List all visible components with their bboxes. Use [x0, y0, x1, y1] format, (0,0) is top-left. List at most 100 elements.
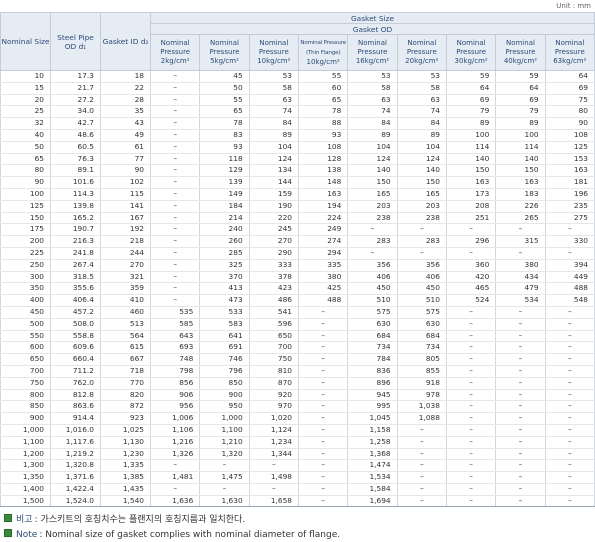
table-cell: 350: [0, 282, 51, 296]
table-cell: 80: [0, 164, 51, 178]
table-cell: 488: [544, 282, 595, 296]
table-cell: 53: [248, 70, 299, 83]
table-cell: 541: [248, 306, 299, 319]
table-cell: 434: [495, 271, 546, 284]
table-cell: 128: [297, 153, 349, 166]
table-cell: –: [445, 389, 497, 402]
table-row: 100 114.3 115–149 159 163 165 165 173 183 196: [0, 188, 595, 201]
table-cell: 820: [100, 389, 151, 402]
table-cell: 61: [100, 141, 151, 154]
table-cell: –: [544, 471, 595, 484]
table-cell: 69: [445, 94, 497, 107]
table-cell: 108: [297, 141, 349, 154]
table-cell: 140: [396, 164, 447, 178]
table-cell: 290: [248, 247, 299, 260]
table-cell: 918: [396, 377, 447, 390]
table-cell: –: [297, 306, 349, 319]
table-cell: 1,475: [199, 471, 250, 484]
table-cell: –: [149, 105, 201, 119]
table-cell: 770: [100, 377, 151, 390]
header-label: Nominal Pressure: [357, 39, 388, 56]
table-cell: 100: [445, 129, 497, 142]
table-cell: 190: [248, 200, 299, 213]
table-row: 900 914.4 923 1,006 1,000 1,020–1,045 1,088– – –: [0, 412, 595, 425]
table-cell: –: [347, 247, 398, 260]
table-cell: –: [297, 330, 349, 343]
header-unit: 20kg/cm²: [405, 57, 439, 65]
table-cell: 102: [100, 176, 151, 189]
table-cell: 163: [297, 188, 349, 201]
table-cell: 21.7: [50, 82, 101, 95]
table-cell: 165.2: [50, 212, 101, 225]
table-cell: 660.4: [50, 353, 101, 366]
table-cell: 800: [0, 389, 51, 402]
table-cell: 1,534: [347, 471, 398, 484]
table-cell: 850: [0, 400, 51, 414]
table-row: 400 406.4 410–473 486 488 510 510 524 534 548: [0, 294, 595, 307]
table-cell: –: [396, 247, 447, 260]
notes: 비고: 가스키트의 호칭치수는 플랜지의 호칭지름과 일치한다. Note: No…: [0, 513, 595, 542]
table-cell: 356: [396, 259, 447, 272]
table-cell: 734: [347, 341, 398, 355]
table-cell: 550: [0, 330, 51, 343]
table-cell: 300: [0, 271, 51, 284]
table-cell: 200: [0, 235, 51, 248]
table-cell: 294: [297, 247, 349, 260]
table-cell: 978: [396, 389, 447, 402]
table-cell: –: [396, 483, 447, 496]
table-cell: 190.7: [50, 223, 101, 237]
table-cell: 1,100: [0, 436, 51, 449]
table-cell: –: [149, 164, 201, 178]
table-cell: 508.0: [50, 318, 101, 331]
table-cell: 856: [149, 377, 201, 390]
table-cell: 1,258: [347, 436, 398, 449]
table-cell: 535: [149, 306, 201, 319]
table-cell: 870: [248, 377, 299, 390]
table-cell: 718: [100, 365, 151, 378]
table-cell: 406: [347, 271, 398, 284]
table-cell: 63: [347, 94, 398, 107]
table-cell: –: [445, 318, 497, 331]
table-cell: –: [445, 341, 497, 355]
table-cell: –: [149, 70, 201, 83]
column-header: Nominal Pressure 63kg/cm²: [544, 34, 595, 71]
table-cell: 585: [149, 318, 201, 331]
group-header: Gasket Size: [150, 12, 595, 24]
table-cell: 486: [248, 294, 299, 307]
table-cell: 356: [347, 259, 398, 272]
table-cell: 1,335: [100, 459, 151, 473]
table-cell: 380: [297, 271, 349, 284]
table-cell: –: [544, 483, 595, 496]
table-cell: 872: [100, 400, 151, 414]
table-row: 175 190.7 192–240 245 249– – – – –: [0, 223, 595, 237]
table-cell: 74: [248, 105, 299, 119]
table-cell: 84: [396, 117, 447, 130]
column-header: Steel Pipe OD d₁: [50, 12, 101, 71]
table-cell: 55: [199, 94, 250, 107]
table-cell: 163: [445, 176, 497, 189]
table-cell: 104: [347, 141, 398, 154]
table-cell: –: [396, 495, 447, 508]
table-cell: 140: [347, 164, 398, 178]
table-cell: 84: [248, 117, 299, 130]
table-cell: –: [297, 341, 349, 355]
table-cell: –: [248, 459, 299, 473]
table-cell: 83: [199, 129, 250, 142]
table-cell: 1,658: [248, 495, 299, 508]
table-cell: 104: [396, 141, 447, 154]
table-cell: 114: [445, 141, 497, 154]
table-cell: 124: [396, 153, 447, 166]
table-cell: 641: [199, 330, 250, 343]
table-cell: –: [544, 459, 595, 473]
column-header: Nominal Pressure 5kg/cm²: [199, 34, 250, 71]
table-cell: –: [149, 153, 201, 166]
table-cell: 64: [544, 70, 595, 83]
table-cell: 750: [0, 377, 51, 390]
table-cell: –: [297, 495, 349, 508]
bullet: [4, 514, 12, 523]
table-cell: –: [297, 448, 349, 461]
table-cell: 630: [396, 318, 447, 331]
table-cell: 203: [347, 200, 398, 213]
table-cell: –: [297, 436, 349, 449]
